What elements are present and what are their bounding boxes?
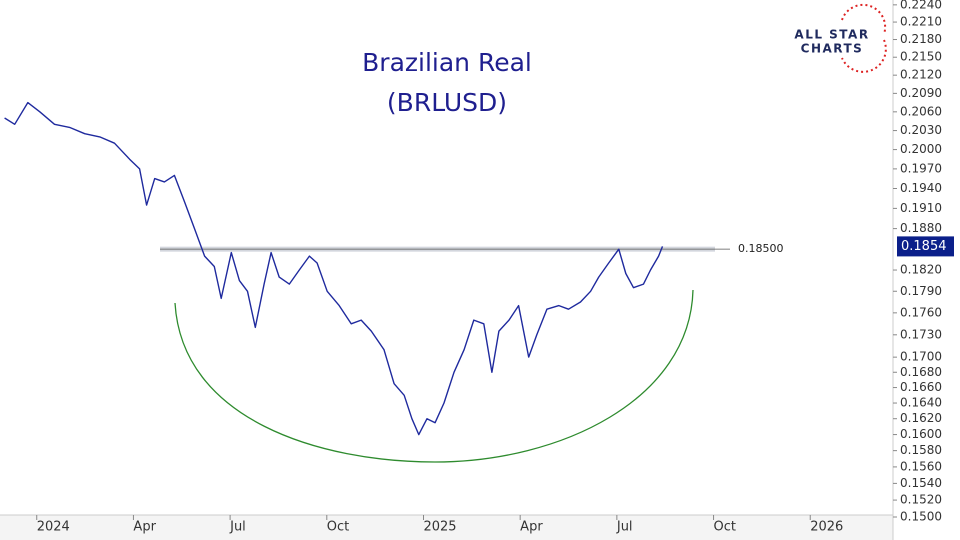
x-tick-label: Apr	[520, 520, 543, 535]
last-price-label: 0.1854	[901, 239, 947, 254]
y-tick-label: 0.1820	[900, 263, 942, 277]
y-tick-label: 0.1540	[900, 476, 942, 490]
x-tick-label: 2024	[37, 520, 70, 535]
y-tick-label: 0.1620	[900, 411, 942, 425]
y-tick-label: 0.2180	[900, 32, 942, 46]
level-label: 0.18500	[738, 242, 784, 255]
logo: ALL STAR CHARTS	[794, 3, 887, 73]
y-tick-label: 0.1700	[900, 350, 942, 364]
y-tick-label: 0.1600	[900, 427, 942, 441]
x-tick-label: 2026	[810, 520, 843, 535]
logo-line1: ALL STAR	[794, 28, 869, 42]
x-tick-label: Jul	[616, 520, 633, 535]
y-tick-label: 0.2150	[900, 50, 942, 64]
logo-stars	[841, 3, 887, 73]
x-tick-label: Oct	[327, 520, 349, 535]
chart-subtitle: (BRLUSD)	[387, 88, 507, 117]
y-tick-label: 0.1790	[900, 284, 942, 298]
logo-line2: CHARTS	[801, 42, 864, 56]
y-tick-label: 0.2210	[900, 15, 942, 29]
x-axis-band	[0, 515, 893, 540]
y-tick-label: 0.1730	[900, 327, 942, 341]
x-tick-label: Apr	[133, 520, 156, 535]
y-tick-label: 0.2060	[900, 104, 942, 118]
y-tick-label: 0.2120	[900, 68, 942, 82]
y-tick-label: 0.1910	[900, 201, 942, 215]
x-tick-label: Jul	[229, 520, 246, 535]
y-tick-label: 0.1500	[900, 510, 942, 524]
price-line	[4, 101, 664, 436]
x-tick-label: Oct	[714, 520, 736, 535]
y-tick-label: 0.1580	[900, 443, 942, 457]
y-tick-label: 0.1760	[900, 305, 942, 319]
x-tick-label: 2025	[423, 520, 456, 535]
y-tick-label: 0.2240	[900, 0, 942, 11]
y-tick-label: 0.1660	[900, 380, 942, 394]
y-tick-label: 0.2030	[900, 123, 942, 137]
y-tick-label: 0.1520	[900, 493, 942, 507]
y-tick-label: 0.1940	[900, 181, 942, 195]
y-tick-label: 0.2090	[900, 86, 942, 100]
y-tick-label: 0.1560	[900, 459, 942, 473]
y-tick-label: 0.1680	[900, 365, 942, 379]
last-price-box	[897, 236, 954, 257]
chart-title: Brazilian Real	[362, 48, 532, 77]
cup-arc	[174, 289, 694, 463]
y-tick-label: 0.1970	[900, 161, 942, 175]
y-tick-label: 0.2000	[900, 142, 942, 156]
y-tick-label: 0.1640	[900, 396, 942, 410]
y-tick-label: 0.1880	[900, 221, 942, 235]
